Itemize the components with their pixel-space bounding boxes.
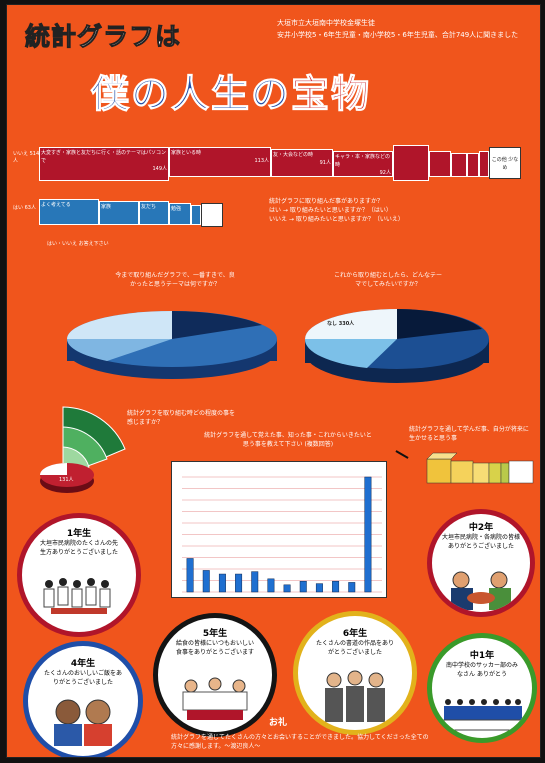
second-bar-end-box <box>201 203 223 227</box>
main-title: 僕の人生の宝物 <box>90 63 372 118</box>
people-illustration-jh1 <box>443 699 523 731</box>
bar <box>202 570 210 593</box>
pie-left-caption: 今まで取り組んだグラフで、一番すきで、良かったと思うテーマは何ですか？ <box>115 272 235 288</box>
question-note-2: はい → 取り組みたいと思いますか？（はい） <box>269 207 392 214</box>
top-bar-seg1-text: 大変すぎ・家族と友だちに行く・話のテーマはパソコンで <box>41 150 167 164</box>
top-bar-segment-5 <box>393 145 429 181</box>
top-bar-seg3-text: 友・大会などの時 <box>273 152 314 158</box>
circle-jh2-title: 中2年 <box>468 523 494 533</box>
circle-jh1-title: 中1年 <box>469 651 495 661</box>
top-bar-side-label: いいえ 514人 <box>13 151 40 164</box>
top-bar-segment-6 <box>429 151 451 177</box>
people-illustration-grade1 <box>43 578 111 614</box>
top-bar-end-box: この他 少なめ <box>489 147 521 179</box>
top-bar-seg2-text: 家族といる時 <box>171 150 202 156</box>
people-illustration-grade6 <box>325 670 385 722</box>
top-bar-segment-2: 家族といる時 113人 <box>169 147 271 177</box>
bar-chart-svg <box>182 476 382 593</box>
top-bar-segment-4: キャラ・本・家族などの時 92人 <box>333 151 393 177</box>
circle-grade5-title: 5年生 <box>202 629 228 639</box>
bar-chart-bars <box>186 476 372 593</box>
circle-grade1: 1年生 大垣市民病院のたくさんの先生方ありがとうございました <box>17 513 141 637</box>
top-bar-seg1-count: 149人 <box>152 166 167 172</box>
survey-note-line-2: 安井小学校5・6年生児童・南小学校5・6年生児童、合計749人に聞きました <box>277 31 519 39</box>
second-bar-segment-4: 勉強 <box>169 203 191 225</box>
circle-grade5: 5年生 給食の皆様にいつもおいしい食事をありがとうございます <box>153 613 277 737</box>
pie-right <box>304 309 489 383</box>
survey-note-line-1: 大垣市立大垣南中学校金塚生徒 <box>277 19 375 27</box>
box-note: 統計グラフを通して学んだ事、自分が将来に生かせると思う事 <box>409 426 529 442</box>
circle-grade5-message: 給食の皆様にいつもおいしい食事をありがとうございます <box>175 640 254 656</box>
bar <box>348 582 356 593</box>
survey-note: 大垣市立大垣南中学校金塚生徒 安井小学校5・6年生児童・南小学校5・6年生児童、… <box>277 17 532 41</box>
main-title-part1: 僕の人生の <box>90 72 292 117</box>
top-bar-seg4-count: 92人 <box>379 170 391 176</box>
bar <box>332 580 340 593</box>
circle-grade6: 6年生 たくさんの書道の作品をありがとうございました <box>293 611 417 735</box>
second-bar-side-label: はい 63人 <box>13 205 36 211</box>
pie-left <box>66 311 277 379</box>
bar <box>218 573 226 593</box>
chart-question-unit: (複数回答) <box>304 441 334 448</box>
top-bar-seg3-count: 91人 <box>319 160 331 166</box>
question-note-1: 統計グラフに取り組んだ事がありますか？ <box>269 198 384 205</box>
circle-jh1-message: 南中学校のサッカー部のみなさん ありがとう <box>445 662 518 678</box>
pie-right-big-label: なし 330人 <box>327 321 355 327</box>
poster: 統計グラフは 大垣市立大垣南中学校金塚生徒 安井小学校5・6年生児童・南小学校5… <box>6 4 541 758</box>
arrow-icon <box>391 450 409 466</box>
top-bar-segment-8 <box>467 153 479 177</box>
people-illustration-jh2 <box>451 571 511 610</box>
circle-grade6-message: たくさんの書道の作品をありがとうございました <box>315 640 394 656</box>
second-bar-segment-5 <box>191 205 201 225</box>
question-note-3: いいえ → 取り組みたいと思いますか？（いいえ） <box>269 216 404 223</box>
top-bar-segment-9 <box>479 151 489 177</box>
page-title: 統計グラフは <box>24 22 182 52</box>
chart-question-text: 統計グラフを通して覚えた事、知った事・これからいきたいと思う事を教えて下さい <box>204 432 372 448</box>
bar-chart <box>171 461 387 598</box>
circle-jh1: 中1年 南中学校のサッカー部のみなさん ありがとう <box>427 633 537 743</box>
bar <box>283 584 291 593</box>
fan-note: 統計グラフを取り組む時どの程度の事を感じますか？ <box>127 410 236 426</box>
bar <box>315 583 323 593</box>
second-bar-note: はい・いいえ お答え下さい <box>47 241 109 247</box>
circle-grade4: 4年生 たくさんのおいしいご飯をありがとうございました <box>23 641 143 757</box>
main-title-part2: 宝物 <box>291 72 372 117</box>
bar <box>267 578 275 593</box>
circle-grade4-title: 4年生 <box>70 659 96 669</box>
footer-message: 統計グラフを通じてたくさんの方々とお会いすることができました。協力してくださった… <box>171 734 429 750</box>
top-bar-seg4-text: キャラ・本・家族などの時 <box>335 154 391 168</box>
people-illustration-grade4 <box>54 699 112 746</box>
footer-mark: お礼 <box>269 718 288 728</box>
top-bar-segment-3: 友・大会などの時 91人 <box>271 149 333 177</box>
question-notes: 統計グラフに取り組んだ事がありますか？ はい → 取り組みたいと思いますか？（は… <box>269 197 519 224</box>
second-bar-segment-1: よく考えてる <box>39 199 99 225</box>
circle-grade1-title: 1年生 <box>66 529 92 539</box>
chart-question: 統計グラフを通して覚えた事、知った事・これからいきたいと思う事を教えて下さい (… <box>203 431 373 449</box>
bar <box>251 571 259 593</box>
bar <box>235 573 243 593</box>
bar <box>299 580 307 593</box>
people-illustration-grade5 <box>182 677 248 720</box>
circle-jh2-message: 大垣市民病院・各病院の皆様ありがとうございました <box>442 534 521 550</box>
circle-grade6-title: 6年生 <box>342 629 368 639</box>
top-bar-seg2-count: 113人 <box>254 158 269 164</box>
top-bar-segment-1: 大変すぎ・家族と友だちに行く・話のテーマはパソコンで 149人 <box>39 147 169 181</box>
circle-grade1-message: 大垣市民病院のたくさんの先生方ありがとうございました <box>39 540 118 556</box>
bar-chart-grid <box>182 476 382 593</box>
circle-jh2: 中2年 大垣市民病院・各病院の皆様ありがとうございました <box>427 509 535 617</box>
second-bar-segment-2: 家族 <box>99 201 139 225</box>
second-bar-segment-3: 友だち <box>139 201 169 225</box>
bar <box>186 558 194 593</box>
small-pie-label: 131人 <box>59 477 74 483</box>
pie-right-caption: これから取り組むとしたら、どんなテーマでしてみたいですか？ <box>333 272 442 288</box>
small-pie <box>40 463 94 493</box>
circle-grade4-message: たくさんのおいしいご飯をありがとうございました <box>44 670 123 686</box>
top-bar-segment-7 <box>451 153 467 177</box>
bar <box>364 476 372 593</box>
cube-bar <box>426 452 534 484</box>
